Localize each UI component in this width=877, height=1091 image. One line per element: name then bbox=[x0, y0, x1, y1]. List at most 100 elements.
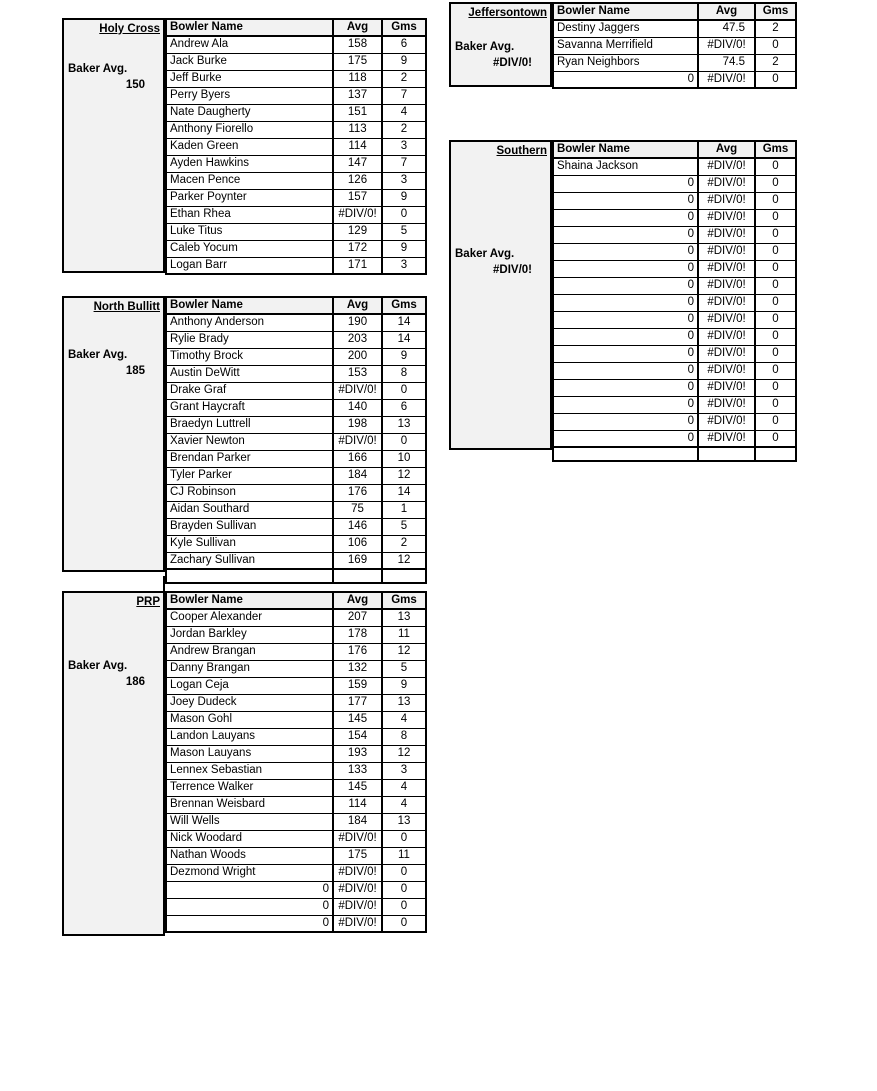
cell-gms[interactable]: 0 bbox=[381, 829, 427, 848]
cell-empty[interactable] bbox=[332, 568, 383, 584]
cell-bowler-name[interactable]: Drake Graf bbox=[165, 381, 334, 400]
cell-bowler-name[interactable]: 0 bbox=[552, 310, 699, 329]
cell-gms[interactable]: 2 bbox=[754, 53, 797, 72]
cell-empty[interactable] bbox=[697, 446, 756, 462]
cell-bowler-name[interactable]: 0 bbox=[552, 259, 699, 278]
cell-avg[interactable]: 207 bbox=[332, 608, 383, 627]
cell-empty[interactable] bbox=[552, 446, 699, 462]
cell-gms[interactable]: 1 bbox=[381, 500, 427, 519]
cell-gms[interactable]: 0 bbox=[754, 361, 797, 380]
cell-avg[interactable]: 129 bbox=[332, 222, 383, 241]
cell-bowler-name[interactable]: Jeff Burke bbox=[165, 69, 334, 88]
cell-bowler-name[interactable]: Landon Lauyans bbox=[165, 727, 334, 746]
cell-avg[interactable]: #DIV/0! bbox=[697, 276, 756, 295]
cell-bowler-name[interactable]: Tyler Parker bbox=[165, 466, 334, 485]
cell-bowler-name[interactable]: Ryan Neighbors bbox=[552, 53, 699, 72]
cell-gms[interactable]: 0 bbox=[754, 395, 797, 414]
cell-avg[interactable]: 193 bbox=[332, 744, 383, 763]
cell-gms[interactable]: 12 bbox=[381, 551, 427, 570]
cell-bowler-name[interactable]: 0 bbox=[552, 412, 699, 431]
cell-bowler-name[interactable]: Brendan Parker bbox=[165, 449, 334, 468]
cell-bowler-name[interactable]: Anthony Fiorello bbox=[165, 120, 334, 139]
column-header-avg[interactable]: Avg bbox=[332, 18, 383, 37]
cell-gms[interactable]: 2 bbox=[754, 19, 797, 38]
cell-avg[interactable]: #DIV/0! bbox=[697, 242, 756, 261]
cell-gms[interactable]: 0 bbox=[754, 276, 797, 295]
cell-avg[interactable]: 133 bbox=[332, 761, 383, 780]
cell-avg[interactable]: #DIV/0! bbox=[697, 259, 756, 278]
column-header-gms[interactable]: Gms bbox=[381, 591, 427, 610]
cell-gms[interactable]: 3 bbox=[381, 137, 427, 156]
cell-avg[interactable]: 118 bbox=[332, 69, 383, 88]
cell-avg[interactable]: 184 bbox=[332, 466, 383, 485]
cell-avg[interactable]: 158 bbox=[332, 35, 383, 54]
cell-bowler-name[interactable]: Shaina Jackson bbox=[552, 157, 699, 176]
cell-bowler-name[interactable]: Ethan Rhea bbox=[165, 205, 334, 224]
cell-bowler-name[interactable]: Logan Barr bbox=[165, 256, 334, 275]
cell-bowler-name[interactable]: 0 bbox=[165, 880, 334, 899]
cell-avg[interactable]: #DIV/0! bbox=[332, 432, 383, 451]
cell-gms[interactable]: 0 bbox=[754, 174, 797, 193]
cell-bowler-name[interactable]: 0 bbox=[552, 361, 699, 380]
cell-bowler-name[interactable]: 0 bbox=[552, 70, 699, 89]
cell-bowler-name[interactable]: Parker Poynter bbox=[165, 188, 334, 207]
cell-gms[interactable]: 0 bbox=[754, 191, 797, 210]
cell-gms[interactable]: 0 bbox=[754, 344, 797, 363]
cell-avg[interactable]: 126 bbox=[332, 171, 383, 190]
cell-bowler-name[interactable]: CJ Robinson bbox=[165, 483, 334, 502]
cell-gms[interactable]: 2 bbox=[381, 120, 427, 139]
cell-avg[interactable]: 114 bbox=[332, 795, 383, 814]
cell-bowler-name[interactable]: Rylie Brady bbox=[165, 330, 334, 349]
cell-bowler-name[interactable]: Lennex Sebastian bbox=[165, 761, 334, 780]
cell-gms[interactable]: 5 bbox=[381, 222, 427, 241]
cell-gms[interactable]: 12 bbox=[381, 642, 427, 661]
cell-bowler-name[interactable]: 0 bbox=[552, 327, 699, 346]
cell-gms[interactable]: 10 bbox=[381, 449, 427, 468]
cell-avg[interactable]: #DIV/0! bbox=[697, 344, 756, 363]
cell-bowler-name[interactable]: 0 bbox=[552, 276, 699, 295]
cell-avg[interactable]: 169 bbox=[332, 551, 383, 570]
column-header-avg[interactable]: Avg bbox=[697, 140, 756, 159]
cell-gms[interactable]: 5 bbox=[381, 517, 427, 536]
cell-bowler-name[interactable]: 0 bbox=[552, 208, 699, 227]
cell-avg[interactable]: 132 bbox=[332, 659, 383, 678]
cell-bowler-name[interactable]: Terrence Walker bbox=[165, 778, 334, 797]
cell-bowler-name[interactable]: Zachary Sullivan bbox=[165, 551, 334, 570]
cell-gms[interactable]: 9 bbox=[381, 676, 427, 695]
cell-bowler-name[interactable]: Danny Brangan bbox=[165, 659, 334, 678]
cell-avg[interactable]: 145 bbox=[332, 778, 383, 797]
cell-avg[interactable]: 175 bbox=[332, 846, 383, 865]
cell-bowler-name[interactable]: 0 bbox=[552, 293, 699, 312]
cell-avg[interactable]: 159 bbox=[332, 676, 383, 695]
cell-avg[interactable]: 140 bbox=[332, 398, 383, 417]
cell-avg[interactable]: 47.5 bbox=[697, 19, 756, 38]
cell-gms[interactable]: 0 bbox=[754, 36, 797, 55]
cell-avg[interactable]: 176 bbox=[332, 642, 383, 661]
column-header-bowler-name[interactable]: Bowler Name bbox=[165, 18, 334, 37]
cell-gms[interactable]: 4 bbox=[381, 710, 427, 729]
cell-bowler-name[interactable]: 0 bbox=[165, 897, 334, 916]
cell-gms[interactable]: 0 bbox=[381, 863, 427, 882]
cell-avg[interactable]: #DIV/0! bbox=[697, 174, 756, 193]
cell-avg[interactable]: 147 bbox=[332, 154, 383, 173]
cell-avg[interactable]: 74.5 bbox=[697, 53, 756, 72]
cell-gms[interactable]: 14 bbox=[381, 313, 427, 332]
cell-gms[interactable]: 0 bbox=[754, 157, 797, 176]
cell-bowler-name[interactable]: Caleb Yocum bbox=[165, 239, 334, 258]
cell-avg[interactable]: 151 bbox=[332, 103, 383, 122]
cell-gms[interactable]: 12 bbox=[381, 466, 427, 485]
cell-bowler-name[interactable]: 0 bbox=[552, 191, 699, 210]
cell-gms[interactable]: 7 bbox=[381, 154, 427, 173]
cell-avg[interactable]: 176 bbox=[332, 483, 383, 502]
cell-bowler-name[interactable]: Andrew Brangan bbox=[165, 642, 334, 661]
cell-bowler-name[interactable]: Austin DeWitt bbox=[165, 364, 334, 383]
cell-gms[interactable]: 0 bbox=[754, 208, 797, 227]
cell-avg[interactable]: 137 bbox=[332, 86, 383, 105]
cell-avg[interactable]: #DIV/0! bbox=[332, 897, 383, 916]
cell-avg[interactable]: 157 bbox=[332, 188, 383, 207]
cell-bowler-name[interactable]: Perry Byers bbox=[165, 86, 334, 105]
cell-gms[interactable]: 0 bbox=[381, 880, 427, 899]
cell-gms[interactable]: 13 bbox=[381, 415, 427, 434]
cell-gms[interactable]: 13 bbox=[381, 608, 427, 627]
cell-bowler-name[interactable]: 0 bbox=[552, 429, 699, 448]
